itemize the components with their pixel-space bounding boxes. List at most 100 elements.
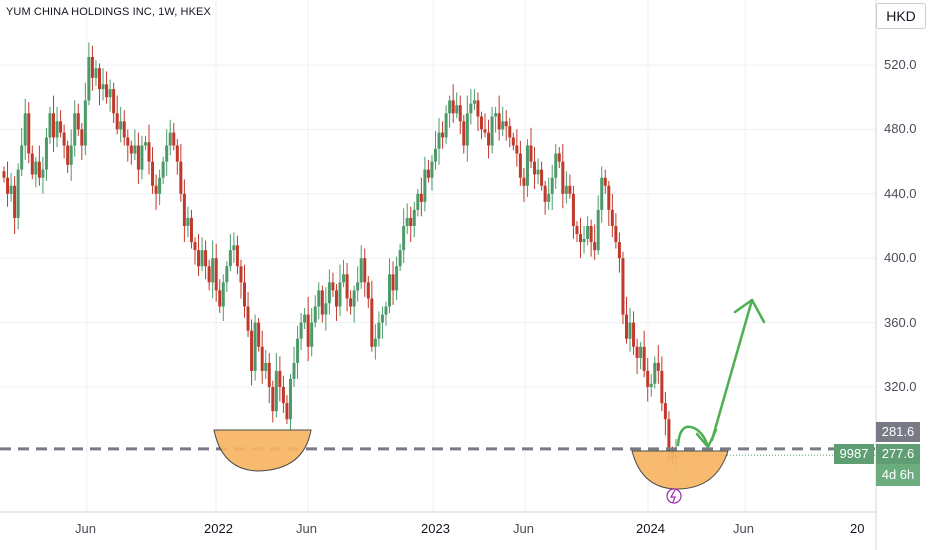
candle-body — [257, 322, 261, 347]
candle-body — [193, 242, 197, 251]
candle-body — [161, 161, 165, 178]
candle-body — [90, 56, 94, 78]
candle-body — [564, 185, 568, 194]
drawing-annotations — [0, 298, 876, 504]
candle-body — [586, 226, 590, 239]
candle-body — [310, 322, 314, 347]
candle-body — [614, 226, 618, 243]
candle-body — [579, 234, 583, 243]
time-tick-label: 2023 — [421, 521, 450, 536]
candle-body — [327, 282, 331, 304]
candle-body — [426, 169, 430, 178]
candle-body — [200, 250, 204, 267]
candle-body — [603, 177, 607, 186]
candle-body — [228, 250, 232, 267]
candle-body — [62, 132, 66, 146]
candle-body — [168, 132, 172, 146]
candle-body — [663, 403, 667, 420]
time-tick-label: 2024 — [636, 521, 665, 536]
candle-body — [639, 346, 643, 359]
candle-body — [370, 298, 374, 347]
candle-body — [264, 362, 268, 371]
candle-body — [34, 161, 38, 175]
candle-body — [356, 282, 360, 291]
candle-body — [136, 145, 140, 170]
candle-body — [511, 137, 515, 146]
candle-series — [2, 42, 678, 473]
candle-body — [140, 145, 144, 170]
candle-body — [48, 113, 52, 138]
candle-body — [13, 185, 17, 218]
candle-body — [253, 322, 257, 371]
candle-body — [504, 121, 508, 127]
bar-countdown-tag: 4d 6h — [876, 464, 920, 486]
candle-body — [122, 121, 126, 138]
time-tick-label: Jun — [733, 521, 754, 536]
candle-body — [158, 177, 162, 194]
candle-body — [363, 258, 367, 283]
candle-body — [423, 169, 427, 202]
candle-body — [543, 185, 547, 202]
candle-body — [37, 161, 41, 178]
candle-body — [451, 100, 455, 114]
candle-body — [143, 142, 147, 146]
chart-title: YUM CHINA HOLDINGS INC, 1W, HKEX — [6, 6, 211, 18]
candle-body — [359, 258, 363, 283]
candle-body — [646, 370, 650, 387]
candle-body — [345, 274, 349, 299]
candle-body — [635, 346, 639, 359]
candle-body — [342, 274, 346, 283]
candle-body — [409, 217, 413, 226]
candle-body — [87, 56, 91, 101]
candle-body — [479, 116, 483, 130]
candle-body — [197, 250, 201, 267]
candle-body — [97, 68, 101, 90]
candle-body — [55, 121, 59, 138]
candle-body — [211, 258, 215, 283]
currency-button[interactable]: HKD — [876, 3, 926, 29]
candle-body — [437, 132, 441, 149]
candle-body — [292, 362, 296, 379]
candle-body — [274, 370, 278, 412]
candle-body — [278, 370, 282, 387]
candle-body — [476, 100, 480, 117]
candle-body — [529, 145, 533, 162]
candle-body — [182, 193, 186, 226]
candle-body — [232, 245, 236, 251]
candle-body — [600, 177, 604, 210]
candle-body — [444, 113, 448, 138]
price-tick-label: 480.0 — [884, 121, 917, 137]
candle-body — [497, 113, 501, 130]
candle-body — [624, 314, 628, 339]
candle-body — [554, 153, 558, 178]
candle-body — [285, 403, 289, 420]
candle-body — [656, 362, 660, 371]
candle-body — [419, 193, 423, 202]
candle-body — [2, 171, 6, 178]
candle-body — [561, 161, 565, 194]
candle-body — [235, 245, 239, 267]
candle-body — [239, 266, 243, 283]
candle-body — [218, 290, 222, 307]
candle-body — [83, 100, 87, 146]
candle-body — [101, 84, 105, 90]
candle-body — [568, 185, 572, 194]
candle-body — [533, 161, 537, 175]
candle-body — [189, 217, 193, 243]
candle-body — [575, 226, 579, 235]
candle-body — [469, 103, 473, 114]
candle-body — [653, 362, 657, 384]
candle-body — [490, 116, 494, 146]
candle-body — [649, 383, 653, 387]
candle-body — [441, 132, 445, 138]
candle-body — [9, 185, 13, 194]
candle-body — [207, 266, 211, 283]
candle-body — [76, 113, 80, 130]
candle-body — [331, 282, 335, 291]
candle-body — [642, 346, 646, 371]
candle-body — [115, 113, 119, 130]
candle-body — [667, 419, 671, 452]
candle-body — [59, 121, 63, 133]
candle-body — [30, 153, 34, 175]
